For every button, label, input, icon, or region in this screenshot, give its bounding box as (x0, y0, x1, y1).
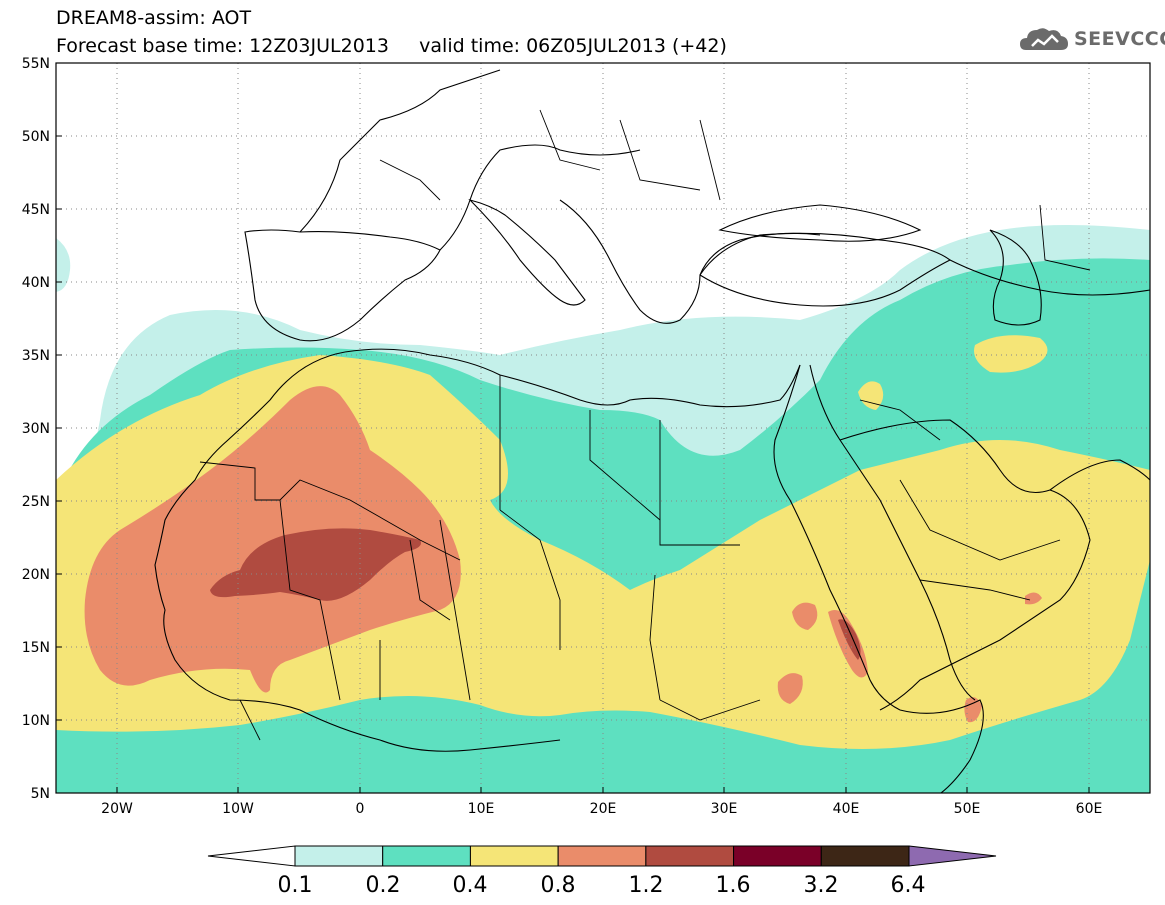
lon-label: 20W (101, 801, 133, 817)
legend-label: 0.2 (366, 873, 401, 898)
legend-swatch (645, 845, 735, 867)
map-title: DREAM8-assim: AOT (56, 7, 252, 29)
borders (199, 109, 1091, 741)
lon-label: 30E (711, 801, 738, 817)
lat-label: 45N (22, 202, 50, 218)
legend-label: 6.4 (891, 873, 926, 898)
color-bar (207, 845, 997, 867)
lon-labels: 20W 10W 0 10E 20E 30E 40E 50E 60E (101, 801, 1102, 817)
aot-patch-0.1 (56, 238, 71, 292)
aot-patch-0.8-somalia (964, 697, 982, 723)
aot-patch-0.8-oman (1025, 592, 1042, 605)
coastlines (154, 69, 1150, 793)
base-time: Forecast base time: 12Z03JUL2013 (56, 35, 389, 57)
legend-label: 3.2 (804, 873, 839, 898)
graticule (56, 63, 1150, 793)
lat-label: 20N (22, 567, 50, 583)
lon-label: 10E (468, 801, 495, 817)
tick-marks (56, 62, 1090, 793)
lat-label: 25N (22, 494, 50, 510)
legend-swatch (382, 845, 471, 867)
legend-label: 1.2 (629, 873, 664, 898)
cloud-logo-icon (1020, 28, 1068, 50)
legend-swatch (469, 845, 559, 867)
legend-swatch (733, 845, 822, 867)
legend-swatch (557, 845, 647, 867)
seevccc-logo: SEEVCCC (1018, 22, 1165, 56)
legend-swatch (820, 845, 910, 867)
plot-area (56, 63, 1150, 793)
lat-labels: 55N 50N 45N 40N 35N 30N 25N 20N 15N 10N … (22, 56, 50, 802)
lat-label: 50N (22, 129, 50, 145)
lon-label: 20E (590, 801, 617, 817)
legend-arrow-high (908, 845, 997, 867)
lon-label: 10W (222, 801, 254, 817)
legend-label: 0.4 (453, 873, 488, 898)
valid-time: valid time: 06Z05JUL2013 (+42) (419, 35, 727, 57)
lon-label: 40E (833, 801, 860, 817)
aot-patch-1.2-eritrea (838, 619, 861, 660)
lat-label: 15N (22, 640, 50, 656)
lat-label: 30N (22, 421, 50, 437)
lat-label: 35N (22, 348, 50, 364)
lon-label: 60E (1076, 801, 1103, 817)
legend-swatch (294, 845, 384, 867)
color-bar-labels: 0.1 0.2 0.4 0.8 1.2 1.6 3.2 6.4 (278, 873, 926, 898)
logo-text: SEEVCCC (1074, 28, 1165, 50)
aot-patch-0.4-iraq (858, 381, 884, 410)
lon-label: 0 (356, 801, 365, 817)
legend-label: 0.8 (541, 873, 576, 898)
aot-patch-0.4-caspian (974, 335, 1048, 373)
aot-patch-0.8-sudan (792, 602, 818, 630)
time-info: Forecast base time: 12Z03JUL2013 valid t… (56, 36, 727, 56)
aot-patch-0.8-ethiopia (777, 673, 803, 704)
lon-label: 50E (954, 801, 981, 817)
lat-label: 10N (22, 713, 50, 729)
legend-label: 1.6 (716, 873, 751, 898)
legend-label: 0.1 (278, 873, 313, 898)
lat-label: 55N (22, 56, 50, 72)
lat-label: 5N (31, 786, 50, 802)
aot-band-1.2 (210, 528, 421, 601)
lat-label: 40N (22, 275, 50, 291)
legend-arrow-low (207, 845, 296, 867)
